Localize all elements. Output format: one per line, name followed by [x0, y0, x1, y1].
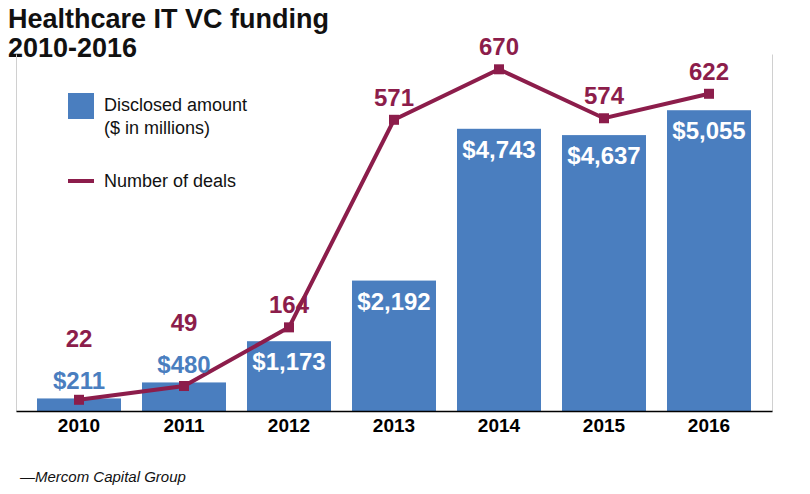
- bar-label: $4,637: [567, 142, 640, 169]
- line-label: 571: [374, 84, 414, 111]
- line-label: 49: [171, 309, 198, 336]
- line-label: 670: [479, 33, 519, 60]
- line-label: 622: [689, 58, 729, 85]
- y-axis-line: [16, 55, 17, 412]
- bar: [667, 110, 751, 411]
- marker: [284, 322, 294, 332]
- x-tick-label: 2010: [58, 415, 100, 436]
- legend-line: [68, 179, 94, 183]
- x-tick: 2010: [58, 411, 100, 436]
- x-tick-label: 2012: [268, 415, 310, 436]
- bar: [562, 135, 646, 411]
- x-tick-label: 2014: [478, 415, 521, 436]
- source: —Mercom Capital Group: [19, 468, 186, 485]
- bar-label: $4,743: [462, 136, 535, 163]
- plot-marks: [37, 64, 751, 411]
- x-axis: 2010 2011 2012 2013 2014 2015 2016: [17, 411, 773, 436]
- y-axis: [16, 55, 17, 412]
- x-tick: 2011: [163, 411, 205, 436]
- line-label: 164: [269, 291, 310, 318]
- line: [79, 69, 709, 399]
- x-tick-label: 2013: [373, 415, 415, 436]
- x-tick: 2014: [478, 411, 521, 436]
- marker: [179, 381, 189, 391]
- marker: [74, 395, 84, 405]
- bar: [352, 281, 436, 411]
- legend: Disclosed amount ($ in millions) Number o…: [68, 93, 252, 191]
- marker: [494, 64, 504, 74]
- legend-label: Number of deals: [104, 171, 236, 191]
- marker: [599, 113, 609, 123]
- line-label: 574: [584, 82, 625, 109]
- x-tick: 2013: [373, 411, 415, 436]
- y2-axis-line: [772, 55, 773, 412]
- bar-label: $211: [53, 367, 105, 394]
- bar-label: $5,055: [672, 117, 745, 144]
- bar-label: $1,173: [252, 348, 325, 375]
- data-labels: $211 $480 $1,173 $2,192 $4,743 $4,637 $5,055 22…: [53, 33, 746, 394]
- bar-label: $2,192: [357, 288, 430, 315]
- title: Healthcare IT VC funding 2010-2016: [8, 4, 337, 63]
- x-tick-label: 2011: [163, 415, 205, 436]
- x-tick-label: 2016: [688, 415, 730, 436]
- marker: [389, 115, 399, 125]
- x-tick: 2012: [268, 411, 310, 436]
- bar-label: $480: [157, 351, 210, 378]
- bar: [247, 341, 331, 411]
- line-label: 22: [66, 325, 93, 352]
- x-axis-line: [17, 411, 773, 413]
- legend-swatch: [68, 93, 94, 119]
- y2-axis: [772, 55, 773, 412]
- marker: [704, 89, 714, 99]
- bar: [457, 129, 541, 411]
- x-tick-label: 2015: [583, 415, 626, 436]
- x-tick: 2016: [688, 411, 730, 436]
- legend-label: Disclosed amount ($ in millions): [104, 95, 252, 138]
- x-tick: 2015: [583, 411, 626, 436]
